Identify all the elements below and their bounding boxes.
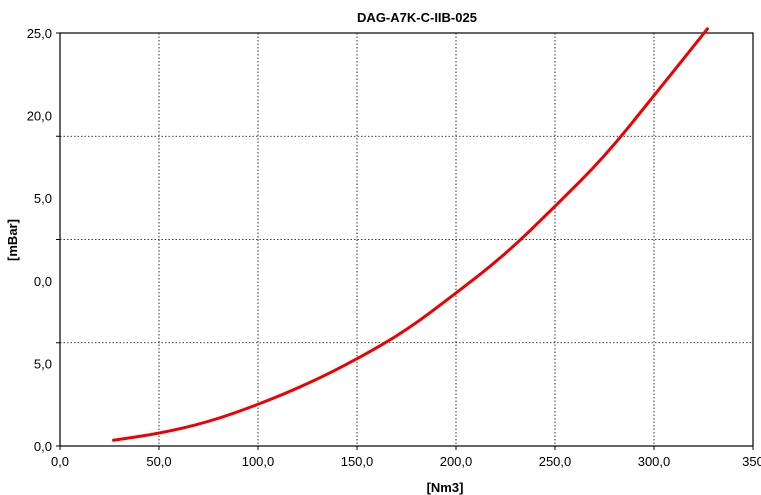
series-layer <box>111 27 709 442</box>
grid <box>60 33 753 446</box>
x-tick-label: 200,0 <box>440 454 473 469</box>
y-axis-ticks: 0,0 5,0 0,0 5,0 20,0 25,0 <box>27 26 60 454</box>
y-tick-label: 0,0 <box>34 274 52 289</box>
x-tick-label: 150,0 <box>341 454 374 469</box>
y-tick-label: 20,0 <box>27 109 52 124</box>
y-tick-label: 0,0 <box>34 439 52 454</box>
series-line <box>111 27 709 442</box>
x-tick-label: 100,0 <box>242 454 275 469</box>
x-tick-label: 0,0 <box>51 454 69 469</box>
x-tick-label: 350 <box>742 454 761 469</box>
y-tick-label: 25,0 <box>27 26 52 41</box>
x-axis-title: [Nm3] <box>427 480 464 495</box>
y-tick-label: 5,0 <box>34 191 52 206</box>
x-tick-label: 50,0 <box>146 454 171 469</box>
y-tick-label: 5,0 <box>34 356 52 371</box>
x-tick-label: 300,0 <box>638 454 671 469</box>
x-axis-ticks: 0,0 50,0 100,0 150,0 200,0 250,0 300,0 350 <box>51 446 761 469</box>
y-axis-title: [mBar] <box>5 219 20 261</box>
chart-title: DAG-A7K-C-IIB-025 <box>357 10 477 25</box>
x-tick-label: 250,0 <box>539 454 572 469</box>
